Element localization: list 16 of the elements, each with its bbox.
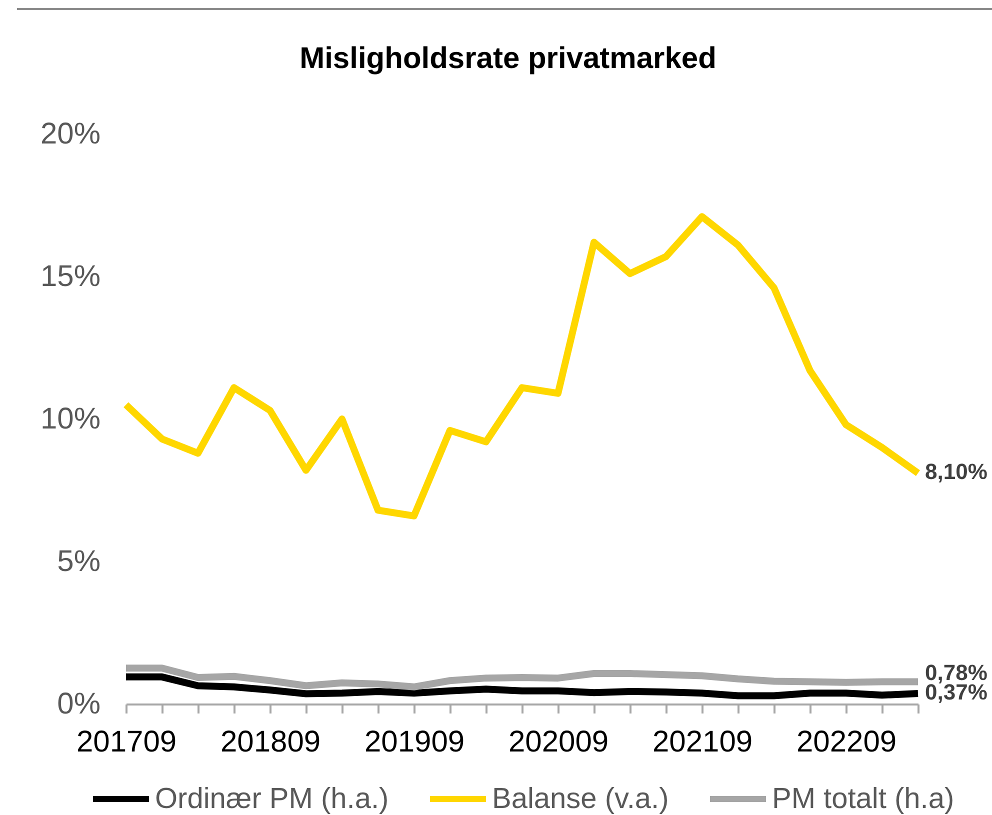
y-tick-label: 5% (57, 545, 100, 578)
legend-label: Ordinær PM (h.a.) (155, 783, 389, 815)
legend-label: PM totalt (h.a) (772, 783, 954, 815)
y-tick-label: 10% (40, 402, 100, 436)
chart-title: Misligholdsrate privatmarked (300, 42, 716, 75)
y-tick-label: 0% (57, 688, 100, 720)
y-tick-label: 20% (40, 118, 100, 150)
legend-label: Balanse (v.a.) (492, 783, 669, 815)
y-tick-label: 15% (40, 260, 100, 293)
data-label: 8,10% (925, 459, 988, 484)
x-tick-label: 202209 (796, 726, 897, 758)
x-tick-label: 201809 (220, 726, 321, 758)
x-tick-label: 202009 (508, 726, 609, 758)
x-tick-label: 201909 (364, 726, 465, 758)
x-tick-label: 202109 (652, 726, 753, 758)
x-tick-label: 201709 (76, 726, 177, 758)
